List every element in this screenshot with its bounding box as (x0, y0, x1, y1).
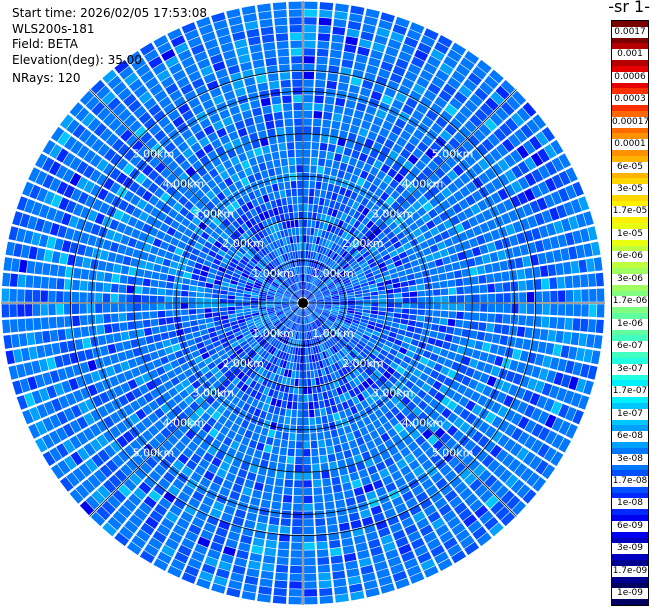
ppi-grid (1, 1, 605, 605)
ring-label: 1.00km (312, 327, 354, 340)
colorbar-label: 0.001 (612, 49, 648, 61)
colorbar-label: 1e-06 (612, 318, 648, 330)
ring-label: 1.00km (252, 267, 294, 280)
instrument-text: WLS200s-181 (12, 22, 95, 36)
ring-label: 4.00km (163, 177, 205, 190)
ring-label: 3.00km (372, 387, 414, 400)
colorbar-label: 0.0017 (612, 26, 648, 38)
ring-label: 4.00km (402, 417, 444, 430)
ring-label: 5.00km (432, 147, 474, 160)
colorbar-label: 1.7e-09 (612, 565, 648, 577)
ring-label: 3.00km (372, 207, 414, 220)
colorbar-label: 6e-09 (612, 520, 648, 532)
ring-label: 2.00km (342, 237, 384, 250)
colorbar: 0.0017 0.001 0.0006 0.0003 0.00017 0.0001 6e-0… (611, 20, 649, 606)
ring-label: 5.00km (133, 147, 175, 160)
ppi-scan-plot: 1.00km 1.00km 1.00km 1.00km 2.00km 2.00km 2.00… (1, 1, 605, 605)
colorbar-label: 1.7e-08 (612, 475, 648, 487)
field-text: Field: BETA (12, 37, 78, 51)
nrays-text: NRays: 120 (12, 71, 81, 85)
elevation-text: Elevation(deg): 35.00 (12, 53, 142, 67)
colorbar-label: 6e-05 (612, 161, 648, 173)
colorbar-label: 0.0001 (612, 139, 648, 151)
ppi-rays (1, 1, 605, 605)
ring-label: 4.00km (402, 177, 444, 190)
colorbar-label: 6e-07 (612, 341, 648, 353)
colorbar-label: 1.7e-05 (612, 206, 648, 218)
ring-label: 4.00km (163, 417, 205, 430)
colorbar-label: 3e-05 (612, 183, 648, 195)
colorbar-label: 1e-07 (612, 408, 648, 420)
colorbar-label: 6e-08 (612, 431, 648, 443)
ring-label: 5.00km (432, 447, 474, 460)
ring-label: 2.00km (342, 357, 384, 370)
ring-label: 1.00km (312, 267, 354, 280)
colorbar-label: 0.0003 (612, 94, 648, 106)
colorbar-label: 3e-09 (612, 543, 648, 555)
colorbar-label: 6e-06 (612, 251, 648, 263)
ring-label: 3.00km (193, 207, 235, 220)
colorbar-label: 1.7e-06 (612, 296, 648, 308)
colorbar-label: 3e-08 (612, 453, 648, 465)
colorbar-label: 1e-08 (612, 498, 648, 510)
colorbar-label: 0.0006 (612, 71, 648, 83)
colorbar-label: 1e-09 (612, 588, 648, 600)
colorbar-label: 3e-07 (612, 363, 648, 375)
ring-label: 1.00km (252, 327, 294, 340)
ring-label: 2.00km (222, 237, 264, 250)
colorbar-label: 3e-06 (612, 273, 648, 285)
ring-label: 3.00km (193, 387, 235, 400)
colorbar-label: 1.7e-07 (612, 386, 648, 398)
colorbar-title: -1 sr- (609, 0, 650, 16)
ppi-ring-labels: 1.00km 1.00km 1.00km 1.00km 2.00km 2.00km 2.00… (133, 147, 474, 459)
ring-label: 2.00km (222, 357, 264, 370)
ring-label: 5.00km (133, 447, 175, 460)
colorbar-label: 0.00017 (612, 116, 650, 128)
start-time-text: Start time: 2026/02/05 17:53:08 (12, 6, 207, 20)
colorbar-label: 1e-05 (612, 228, 648, 240)
